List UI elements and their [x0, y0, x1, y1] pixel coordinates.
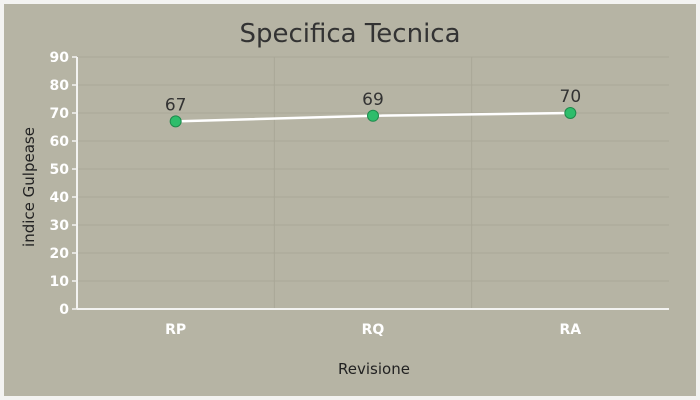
y-tick-label: 40 [50, 190, 70, 206]
data-labels: 67 69 70 [165, 87, 581, 115]
grid-lines [77, 56, 669, 309]
x-tick-label: RA [560, 322, 582, 338]
y-tick-label: 30 [50, 218, 70, 234]
series-layer [169, 107, 577, 128]
data-label: 70 [560, 87, 582, 107]
chart-title: Specifica Tecnica [239, 19, 460, 49]
axes [72, 56, 669, 310]
data-point [564, 107, 577, 119]
data-label: 69 [362, 90, 384, 110]
y-tick-label: 20 [50, 246, 70, 262]
line-chart: 0 10 20 30 40 50 60 70 80 90 RP RQ RA 67 69 70 Specif… [4, 4, 696, 396]
y-tick-labels: 0 10 20 30 40 50 60 70 80 90 [50, 50, 70, 318]
x-axis-label: Revisione [338, 360, 410, 378]
y-tick-label: 90 [50, 50, 70, 66]
y-tick-label: 50 [50, 162, 70, 178]
x-tick-label: RP [165, 322, 186, 338]
y-tick-label: 10 [50, 274, 70, 290]
y-tick-label: 60 [50, 134, 70, 150]
y-axis-label: indice Gulpease [20, 127, 38, 247]
y-tick-label: 70 [50, 106, 70, 122]
x-tick-labels: RP RQ RA [165, 322, 581, 338]
y-tick-label: 0 [59, 302, 69, 318]
data-label: 67 [165, 95, 187, 115]
data-point [169, 115, 182, 128]
x-tick-label: RQ [362, 322, 385, 338]
y-tick-label: 80 [50, 78, 70, 94]
data-point [367, 109, 379, 122]
chart-background [4, 4, 696, 396]
